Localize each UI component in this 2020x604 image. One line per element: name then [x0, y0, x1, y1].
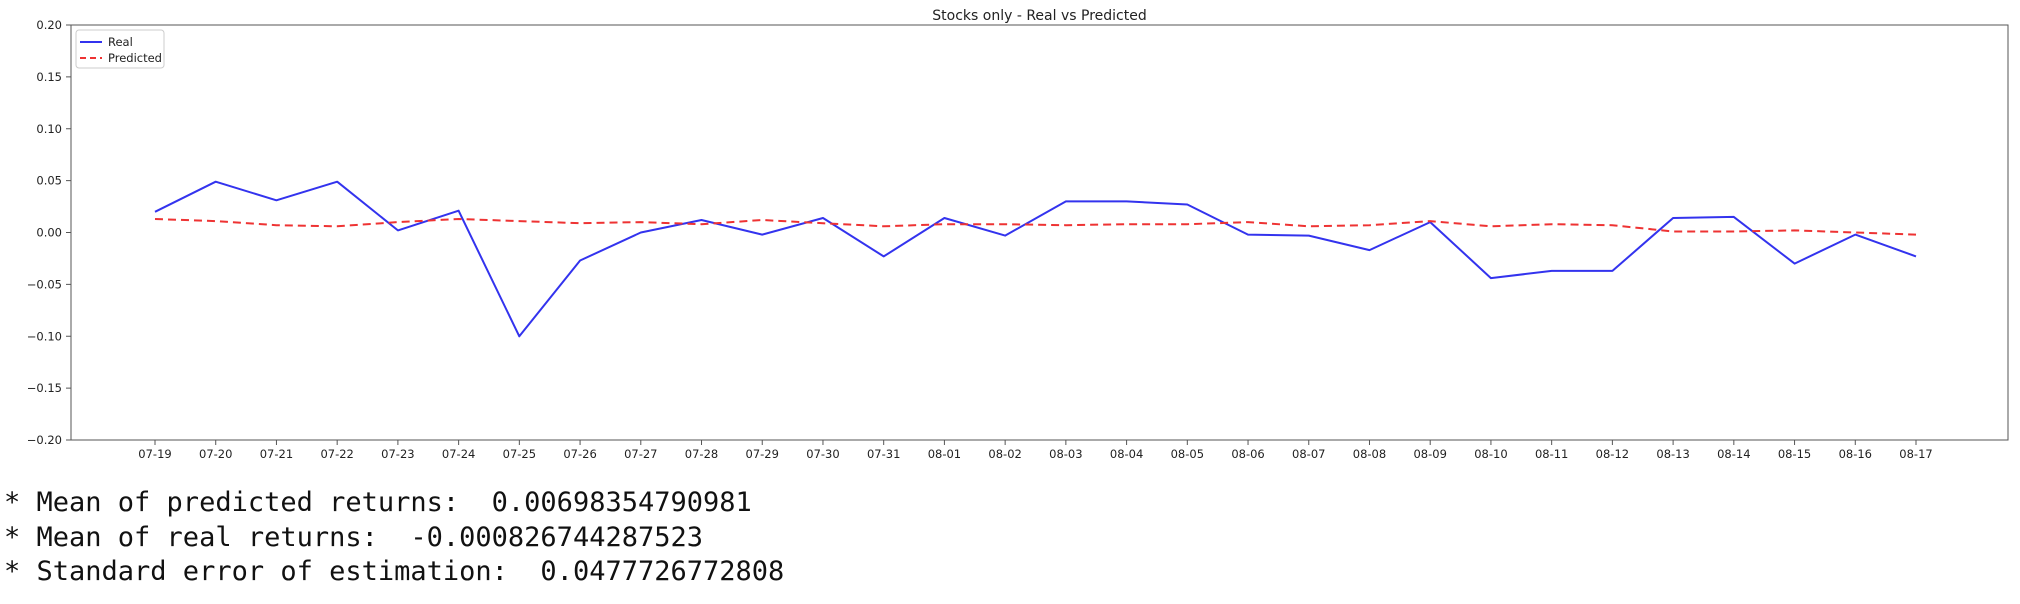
x-tick-label: 07-29 — [746, 447, 779, 461]
legend-box — [75, 29, 165, 69]
x-tick-label: 08-07 — [1292, 447, 1325, 461]
x-tick-label: 07-30 — [806, 447, 839, 461]
x-tick-label: 08-17 — [1899, 447, 1932, 461]
x-tick-label: 07-21 — [260, 447, 293, 461]
x-tick-label: 08-02 — [988, 447, 1021, 461]
x-tick-label: 08-09 — [1413, 447, 1446, 461]
y-tick-label: 0.20 — [36, 18, 62, 32]
y-tick-label: 0.10 — [36, 122, 62, 136]
x-tick-label: 07-25 — [503, 447, 536, 461]
x-tick-label: 08-11 — [1535, 447, 1568, 461]
x-tick-label: 08-13 — [1656, 447, 1689, 461]
x-tick-label: 08-04 — [1110, 447, 1143, 461]
series-layer — [154, 180, 1917, 338]
x-tick-label: 07-20 — [199, 447, 232, 461]
y-tick-label: −0.20 — [27, 433, 62, 447]
x-tick-label: 08-05 — [1171, 447, 1204, 461]
x-tick-label: 07-26 — [563, 447, 596, 461]
x-tick-label: 08-10 — [1474, 447, 1507, 461]
line-chart: Stocks only - Real vs Predicted −0.20−0.… — [27, 8, 2009, 461]
x-tick-label: 08-06 — [1231, 447, 1264, 461]
x-tick-label: 07-22 — [320, 447, 353, 461]
x-tick-label: 07-23 — [381, 447, 414, 461]
x-tick-label: 08-08 — [1353, 447, 1386, 461]
y-tick-label: −0.15 — [27, 381, 62, 395]
series-line-real — [154, 180, 1917, 338]
legend-label-predicted: Predicted — [108, 51, 162, 65]
mean-real-returns: * Mean of real returns: -0.0008267442875… — [4, 521, 703, 553]
chart-title: Stocks only - Real vs Predicted — [932, 8, 1146, 24]
x-tick-label: 08-15 — [1778, 447, 1811, 461]
x-tick-label: 08-16 — [1839, 447, 1872, 461]
y-axis: −0.20 −0.15 −0.10 −0.05 0.00 0.05 0.10 0.15 0.20 — [27, 18, 71, 447]
x-tick-label: 07-28 — [685, 447, 718, 461]
series-line-predicted — [154, 218, 1917, 236]
x-tick-label: 08-01 — [928, 447, 961, 461]
mean-predicted-returns: * Mean of predicted returns: 0.006983547… — [4, 487, 752, 518]
y-tick-label: 0.15 — [36, 70, 62, 84]
x-tick-label: 07-31 — [867, 447, 900, 461]
x-tick-label: 08-14 — [1717, 447, 1750, 461]
y-tick-label: −0.10 — [27, 329, 62, 343]
x-axis: 07-19 07-20 07-21 07-22 07-23 07-24 07-25 07-26… — [138, 440, 1933, 461]
y-tick-label: 0.00 — [36, 226, 62, 240]
x-tick-label: 08-12 — [1596, 447, 1629, 461]
legend-label-real: Real — [108, 35, 133, 49]
legend: Real Predicted — [75, 29, 165, 69]
x-tick-label: 07-24 — [442, 447, 475, 461]
standard-error-of-estimation: * Standard error of estimation: 0.047772… — [4, 556, 785, 587]
y-tick-label: −0.05 — [27, 277, 62, 291]
x-tick-label: 07-19 — [138, 447, 171, 461]
x-tick-label: 08-03 — [1049, 447, 1082, 461]
y-tick-label: 0.05 — [36, 174, 62, 188]
x-tick-label: 07-27 — [624, 447, 657, 461]
stats-block: * Mean of predicted returns: 0.006983547… — [4, 486, 784, 590]
